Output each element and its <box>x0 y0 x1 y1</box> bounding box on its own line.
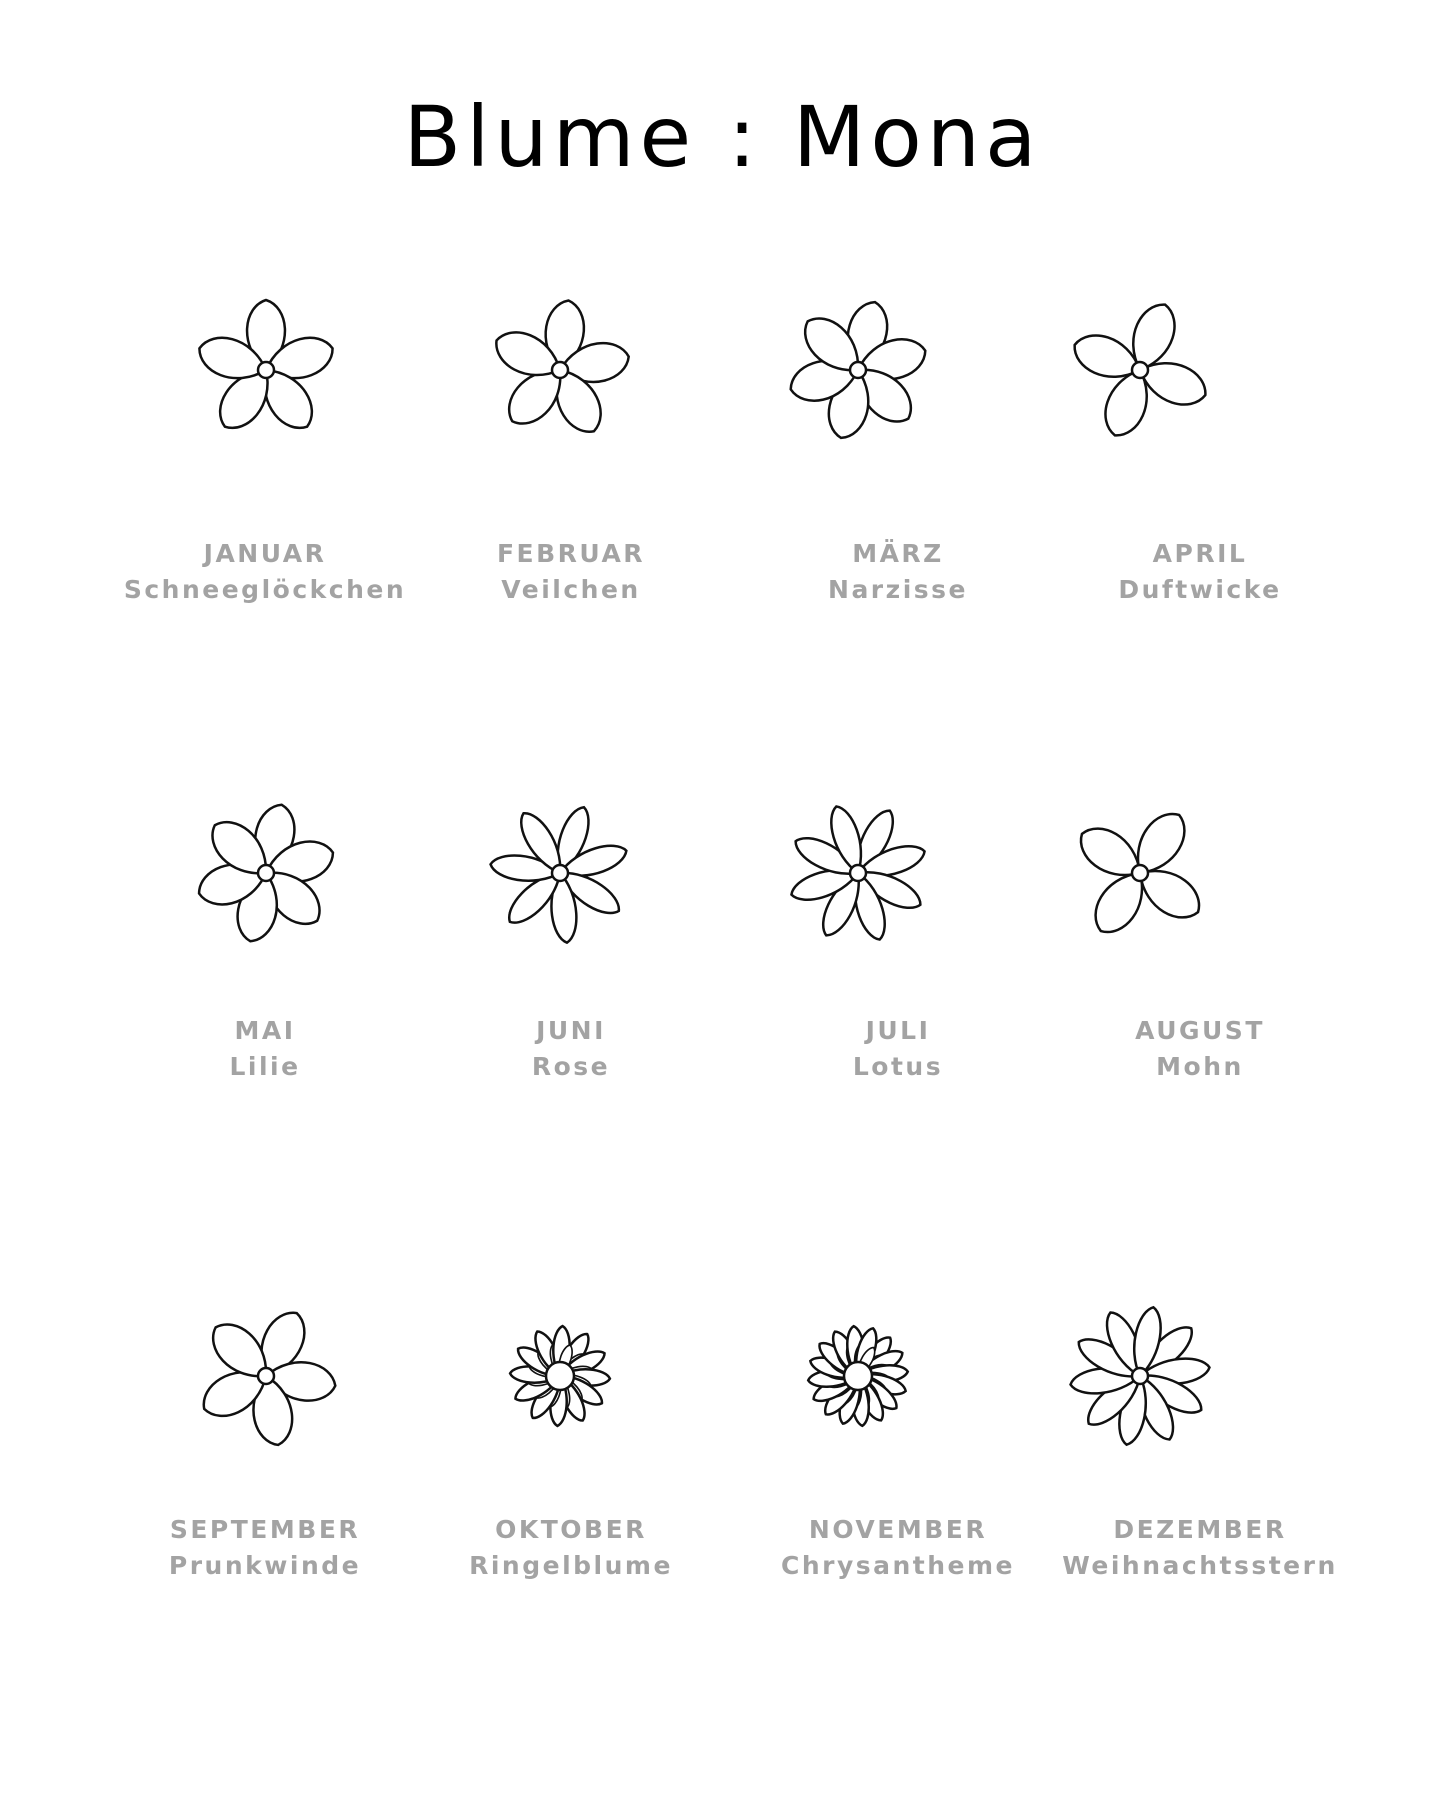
month-label: JUNI Rose <box>411 1013 731 1085</box>
rose-icon <box>470 783 650 963</box>
flower-name: Chrysantheme <box>780 1551 1016 1580</box>
petal <box>550 870 578 945</box>
flower-center <box>1130 360 1150 380</box>
month-label: JULI Lotus <box>738 1013 1058 1085</box>
month-name: AUGUST <box>1135 1016 1265 1045</box>
month-label: MAI Lilie <box>105 1013 425 1085</box>
petal <box>1094 871 1144 934</box>
petal <box>558 871 621 915</box>
flower-center <box>544 1360 576 1392</box>
flower-center <box>1130 1366 1150 1386</box>
petal <box>495 331 562 377</box>
month-label: NOVEMBER Chrysantheme <box>738 1512 1058 1584</box>
petal <box>264 336 334 380</box>
lotus-icon <box>768 783 948 963</box>
flower-center <box>842 1360 874 1392</box>
month-name: JANUAR <box>203 539 327 568</box>
flower-center <box>256 1366 276 1386</box>
petal <box>245 298 287 372</box>
month-label: SEPTEMBER Prunkwinde <box>105 1512 425 1584</box>
sweet-pea-icon <box>1050 280 1230 460</box>
flower-name: Duftwicke <box>1118 575 1282 604</box>
flower-name: Ringelblume <box>469 1551 673 1580</box>
flower-center <box>1130 863 1150 883</box>
flower-name: Prunkwinde <box>168 1551 362 1580</box>
petal <box>1132 1305 1162 1379</box>
month-label: FEBRUAR Veilchen <box>411 536 731 608</box>
month-label: APRIL Duftwicke <box>1040 536 1360 608</box>
flower-name: Narzisse <box>828 575 968 604</box>
petal <box>507 368 562 425</box>
flower-name: Schneeglöckchen <box>123 575 407 604</box>
petal <box>218 368 269 430</box>
month-name: MAI <box>234 1016 296 1045</box>
poinsettia-icon <box>1050 1286 1230 1466</box>
petal <box>252 1374 294 1447</box>
flower-name: Veilchen <box>501 575 641 604</box>
petal <box>555 368 602 433</box>
flower-name: Weihnachtsstern <box>1062 1551 1338 1580</box>
lily-icon <box>176 783 356 963</box>
flower-name: Lotus <box>852 1052 944 1081</box>
petal <box>1132 303 1176 372</box>
month-name: JULI <box>865 1016 931 1045</box>
petal <box>1136 812 1186 875</box>
petal <box>1073 334 1142 378</box>
daffodil-icon <box>768 280 948 460</box>
petal <box>804 317 860 372</box>
month-name: DEZEMBER <box>1113 1515 1287 1544</box>
petal <box>830 805 863 876</box>
month-label: AUGUST Mohn <box>1040 1013 1360 1085</box>
flower-center <box>550 360 570 380</box>
month-name: FEBRUAR <box>496 539 646 568</box>
month-name: OKTOBER <box>495 1515 647 1544</box>
marigold-icon <box>470 1286 650 1466</box>
flower-name: Rose <box>531 1052 611 1081</box>
poppy-icon <box>1050 783 1230 963</box>
month-name: NOVEMBER <box>808 1515 988 1544</box>
petal <box>558 341 631 384</box>
petal <box>211 820 268 875</box>
petal <box>556 805 590 875</box>
flower-center <box>256 863 276 883</box>
month-name: APRIL <box>1152 539 1248 568</box>
petal <box>557 844 628 878</box>
petal <box>1079 827 1142 877</box>
flower-center <box>848 360 868 380</box>
month-label: JANUAR Schneeglöckchen <box>105 536 425 608</box>
petal <box>520 812 562 875</box>
flower-center <box>848 863 868 883</box>
flower-name: Mohn <box>1156 1052 1244 1081</box>
petal <box>260 1311 306 1378</box>
petal <box>198 336 268 380</box>
snowdrop-icon <box>176 280 356 460</box>
flower-center <box>550 863 570 883</box>
month-label: DEZEMBER Weihnachtsstern <box>1040 1512 1360 1584</box>
month-label: MÄRZ Narzisse <box>738 536 1058 608</box>
petal <box>1138 362 1207 406</box>
month-label: OKTOBER Ringelblume <box>411 1512 731 1584</box>
month-name: JUNI <box>536 1016 606 1045</box>
flower-name: Lilie <box>229 1052 301 1081</box>
morning-glory-icon <box>176 1286 356 1466</box>
violet-icon <box>470 280 650 460</box>
petal <box>202 1370 268 1418</box>
month-name: SEPTEMBER <box>169 1515 361 1544</box>
page-title: Blume : Mona <box>403 88 1042 186</box>
petal <box>1138 869 1201 919</box>
chrysanthemum-icon <box>768 1286 948 1466</box>
petal <box>508 871 562 924</box>
flower-center <box>256 360 276 380</box>
petal <box>1104 368 1148 437</box>
month-name: MÄRZ <box>852 539 944 568</box>
petal <box>212 1323 268 1378</box>
petal <box>263 368 314 430</box>
